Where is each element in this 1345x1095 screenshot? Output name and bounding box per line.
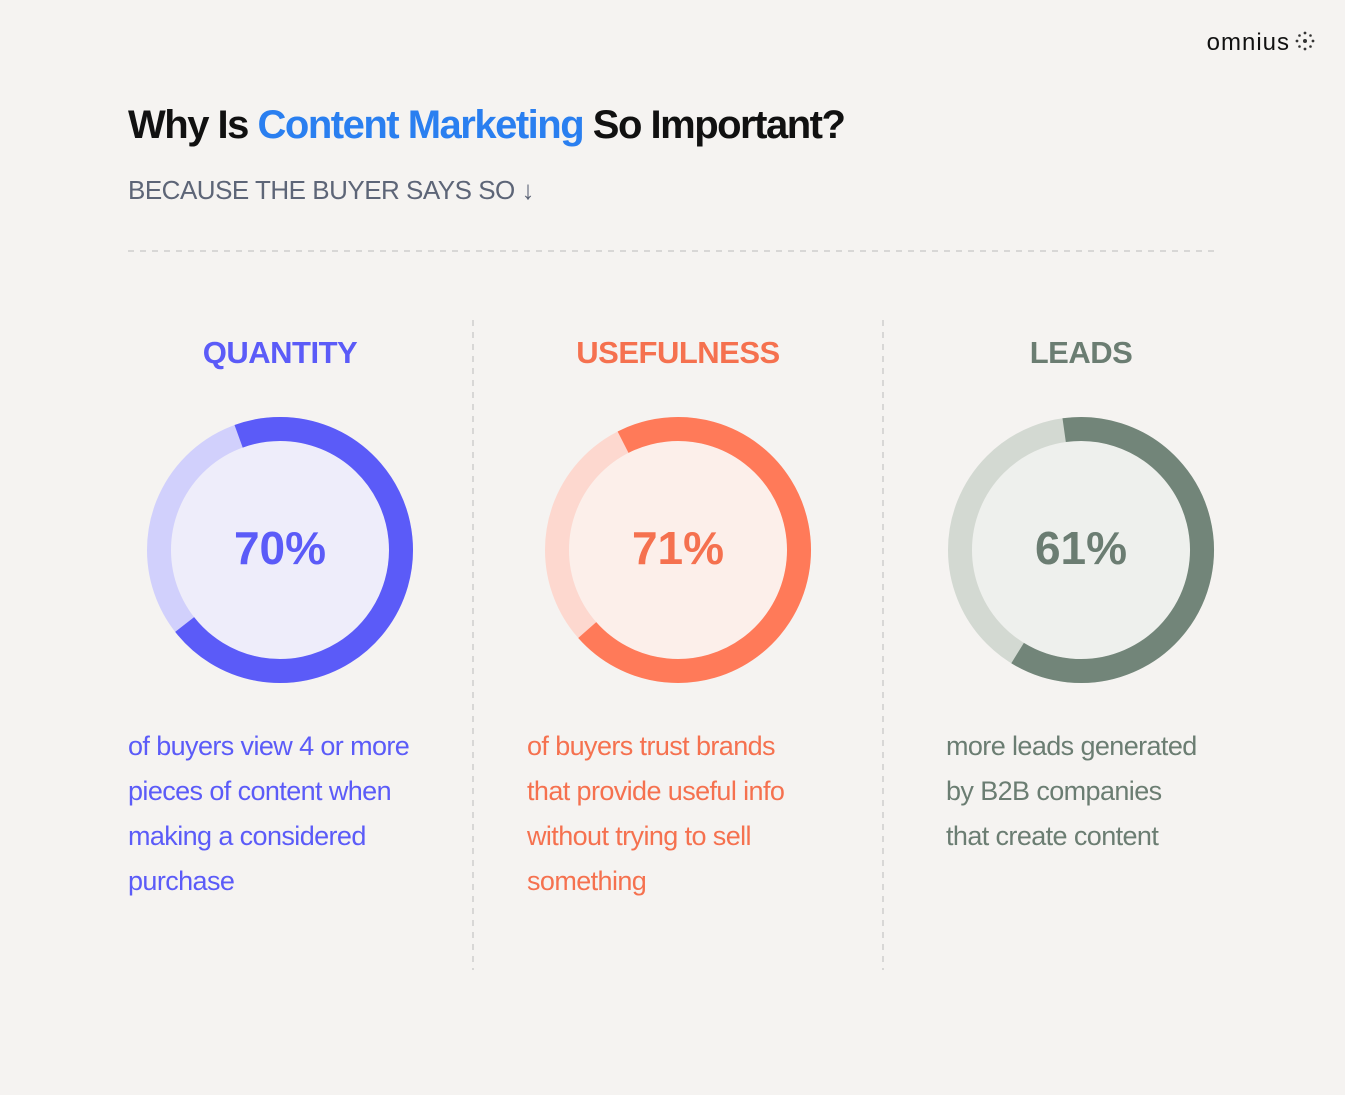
donut-center bbox=[569, 441, 787, 659]
description-line: that provide useful info bbox=[527, 776, 784, 806]
donut-center bbox=[972, 441, 1190, 659]
value-label: 71% bbox=[632, 522, 724, 574]
title-part: So Important? bbox=[593, 103, 845, 147]
description-line: of buyers trust brands bbox=[527, 731, 775, 761]
chart-title: LEADS bbox=[1030, 335, 1133, 370]
chart-title: QUANTITY bbox=[203, 335, 358, 370]
donut-arc bbox=[175, 417, 413, 683]
title-highlight: Content Marketing bbox=[258, 103, 584, 147]
description-line: by B2B companies bbox=[946, 776, 1162, 806]
subtitle: BECAUSE THE BUYER SAYS SO ↓ bbox=[128, 175, 534, 205]
description-line: without trying to sell bbox=[526, 821, 751, 851]
chart-title: USEFULNESS bbox=[576, 335, 779, 370]
title-part: Why Is bbox=[128, 103, 248, 147]
value-label: 70% bbox=[234, 522, 326, 574]
description-line: making a considered bbox=[128, 821, 366, 851]
donut-arc bbox=[1011, 417, 1214, 683]
description-line: something bbox=[527, 866, 646, 896]
donut-arc bbox=[578, 417, 811, 683]
title: Why Is Content Marketing So Important? bbox=[128, 103, 844, 147]
description-line: purchase bbox=[128, 866, 234, 896]
donut-center bbox=[171, 441, 389, 659]
value-label: 61% bbox=[1035, 522, 1127, 574]
brand: omnius bbox=[1207, 29, 1290, 56]
brand-icon bbox=[1295, 31, 1315, 51]
description-line: pieces of content when bbox=[128, 776, 391, 806]
description-line: more leads generated bbox=[946, 731, 1197, 761]
description-line: of buyers view 4 or more bbox=[128, 731, 409, 761]
description-line: that create content bbox=[946, 821, 1159, 851]
